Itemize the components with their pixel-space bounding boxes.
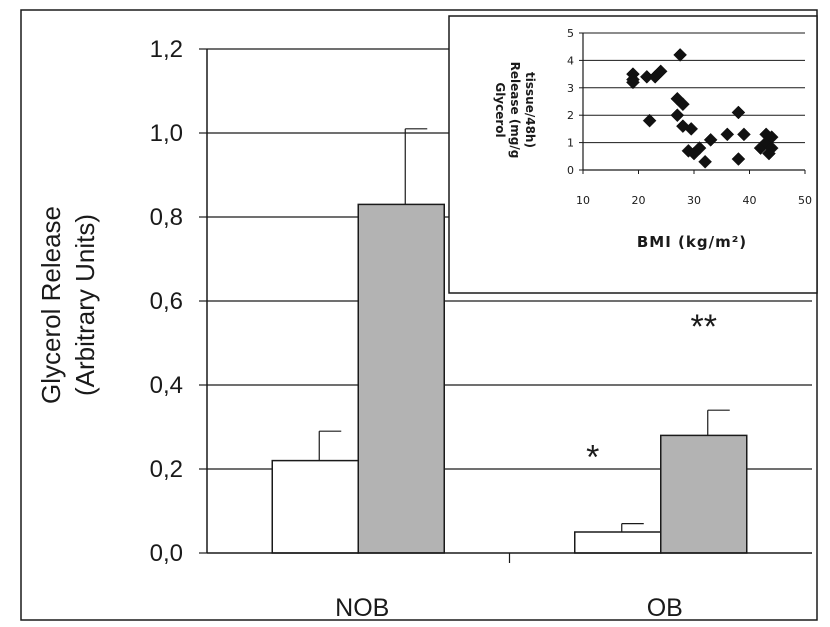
main-bar [271, 459, 359, 554]
inset-point [698, 154, 712, 169]
inset-y-tick-label: 4 [567, 54, 574, 67]
inset-point [670, 108, 685, 123]
inset-y-tick-label: 1 [567, 137, 574, 150]
main-bar [574, 531, 662, 554]
main-y-tick-label: 0,6 [150, 288, 183, 315]
inset-y-axis-label-line-1: Glycerol [493, 82, 507, 137]
inset-point [737, 127, 751, 142]
main-y-tick-label: 0,4 [150, 372, 183, 399]
inset-x-tick-label: 50 [798, 194, 812, 207]
inset-y-tick-label: 2 [567, 109, 574, 122]
main-significance-marker: ** [691, 308, 717, 346]
main-y-axis-label-line-2: (Arbitrary Units) [70, 214, 100, 396]
inset-point [673, 48, 687, 62]
inset-x-tick-labels: 10 20 30 40 50 [576, 194, 812, 207]
main-y-tick-label: 0,2 [150, 456, 183, 483]
main-category-labels: NOB OB [335, 594, 683, 622]
inset-point [676, 97, 690, 112]
inset-y-axis-label-line-3: tissue/48h) [523, 72, 537, 148]
inset-x-tick-label: 30 [687, 194, 701, 207]
main-bar [357, 203, 445, 554]
inset-x-tick-label: 40 [743, 194, 757, 207]
inset-point [720, 127, 735, 142]
inset-frame [448, 15, 818, 294]
inset-point [653, 64, 668, 79]
main-annotations: *** [586, 308, 717, 476]
main-bar [660, 434, 748, 554]
main-y-tick-label: 1,0 [150, 120, 183, 147]
inset-x-tick-label: 20 [632, 194, 646, 207]
inset-x-axis-label: BMI (kg/m²) [637, 233, 747, 251]
inset-point [703, 133, 718, 147]
inset-y-tick-label: 5 [567, 27, 574, 40]
inset-y-axis-label-line-2: Release (mg/g [508, 62, 522, 159]
main-y-tick-label: 0,8 [150, 204, 183, 231]
inset-y-tick-label: 0 [567, 164, 574, 177]
inset-point [764, 130, 779, 144]
inset-point [764, 141, 779, 155]
main-y-tick-label: 0,0 [150, 540, 183, 567]
inset-y-tick-label: 3 [567, 82, 574, 95]
inset-point [731, 105, 746, 120]
inset-y-tick-labels: 0 1 2 3 4 5 [567, 27, 574, 177]
inset-point [684, 122, 699, 136]
inset-point [642, 113, 657, 128]
inset-x-tick-label: 10 [576, 194, 590, 207]
inset-point [626, 75, 640, 90]
main-significance-marker: * [586, 439, 599, 477]
main-y-tick-labels: 0,0 0,2 0,4 0,6 0,8 1,0 1,2 [150, 36, 183, 567]
inset-points [626, 48, 779, 169]
inset-point [731, 152, 746, 166]
main-category-label: OB [647, 594, 683, 622]
main-y-axis-label-line-1: Glycerol Release [36, 206, 66, 404]
inset-point [692, 141, 707, 155]
main-y-tick-label: 1,2 [150, 36, 183, 63]
main-axes [199, 48, 812, 563]
main-category-label: NOB [335, 594, 389, 622]
